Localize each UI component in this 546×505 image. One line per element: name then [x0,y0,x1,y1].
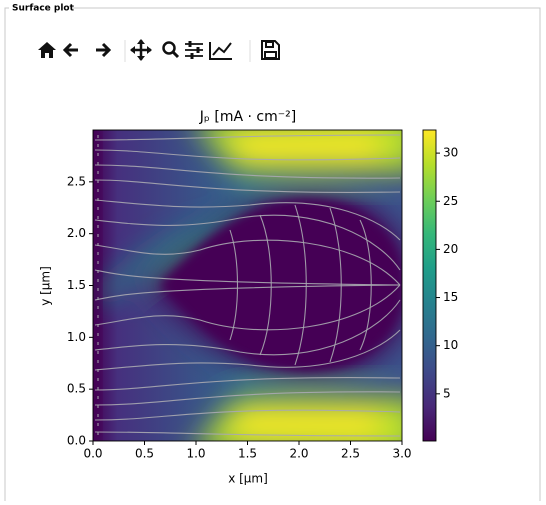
y-axis-label: y [µm] [39,266,53,306]
home-button[interactable] [38,42,56,58]
x-axis-label: x [µm] [228,472,268,486]
heatmap [93,130,402,441]
save-button[interactable] [261,40,280,60]
group-title: Surface plot [12,4,75,14]
y-tick-label: 0.5 [67,382,86,396]
colorbar-tick-label: 30 [443,146,458,160]
y-tick-label: 1.0 [67,330,86,344]
colorbar [422,129,437,442]
configure-button[interactable] [185,41,203,59]
toolbar [38,39,280,62]
y-tick-label: 1.5 [67,278,86,292]
y-tick-label: 2.5 [67,174,86,188]
colorbar-tick-label: 20 [443,242,458,256]
pan-button[interactable] [130,39,152,61]
group-border [4,7,541,501]
back-button[interactable] [62,42,78,58]
chart-title: Jₚ [mA · cm⁻²] [199,109,296,125]
colorbar-tick-label: 15 [443,290,458,304]
y-tick-label: 2.0 [67,226,86,240]
y-tick-label: 0.0 [67,434,86,448]
x-tick-label: 1.5 [238,447,257,461]
edit-axis-button[interactable] [209,42,232,60]
x-tick-label: 0.0 [83,447,102,461]
x-tick-label: 1.0 [186,447,205,461]
x-tick-label: 0.5 [135,447,154,461]
colorbar-tick-label: 5 [443,386,451,400]
x-tick-label: 2.5 [341,447,360,461]
colorbar-tick-label: 10 [443,338,458,352]
streamlines [94,134,401,440]
zoom-button[interactable] [162,41,180,59]
colorbar-tick-label: 25 [443,194,458,208]
forward-button[interactable] [96,42,112,58]
x-tick-label: 3.0 [392,447,411,461]
x-tick-label: 2.0 [289,447,308,461]
